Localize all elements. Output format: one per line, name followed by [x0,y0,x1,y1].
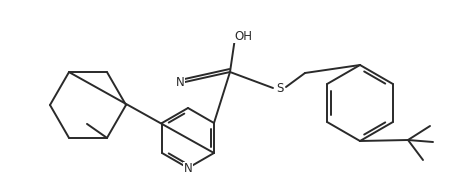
Text: S: S [276,81,283,94]
Text: N: N [176,75,184,89]
Text: N: N [184,162,192,175]
Text: OH: OH [234,30,252,42]
